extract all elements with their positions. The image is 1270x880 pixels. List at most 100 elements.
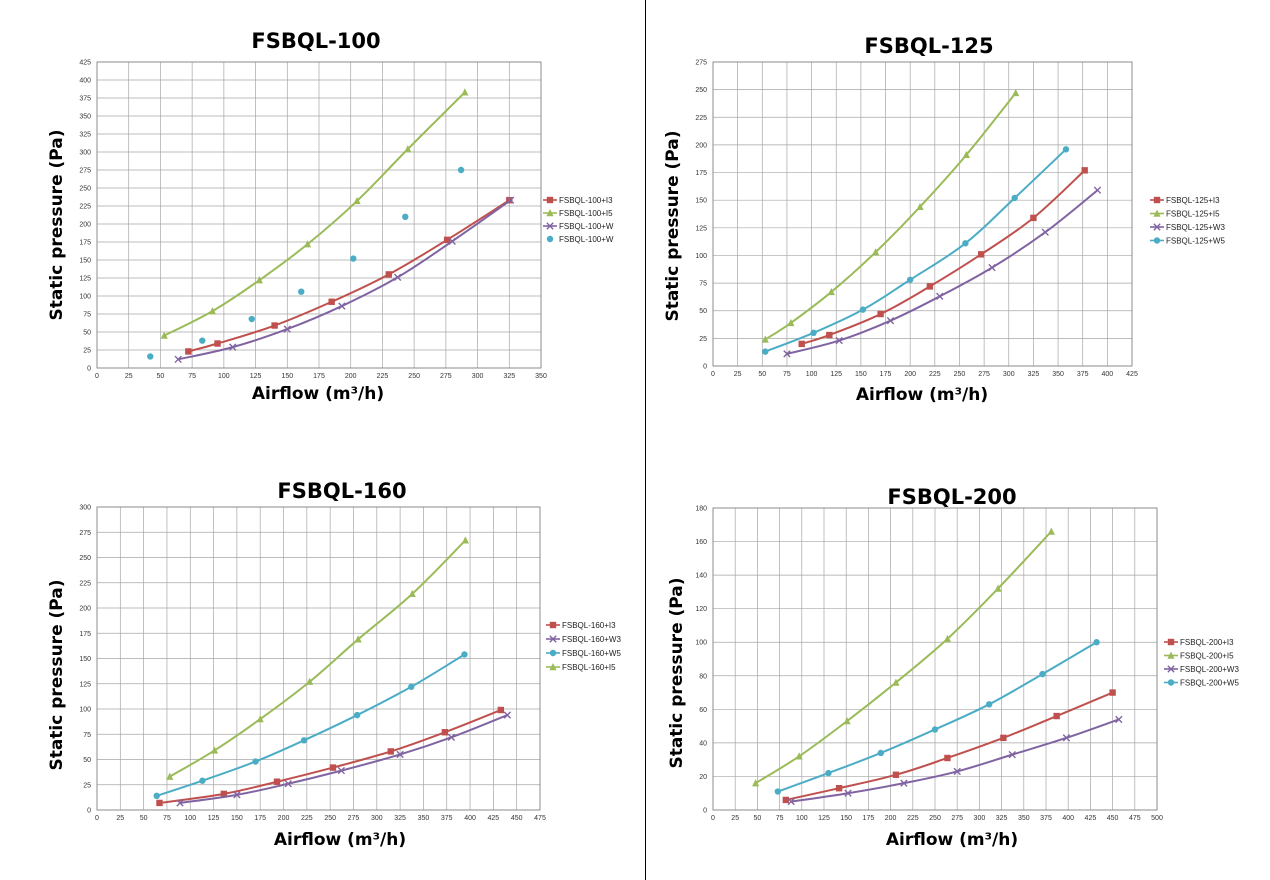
x-tick-label: 150 (840, 815, 852, 822)
x-tick-label: 100 (796, 815, 808, 822)
legend-entry: FSBQL-125+I3 (1150, 196, 1220, 205)
data-point (306, 677, 314, 685)
series-I3 (798, 167, 1088, 348)
chart-title: FSBQL-125 (864, 34, 993, 58)
legend-marker (546, 196, 554, 204)
y-tick-label: 0 (703, 808, 707, 815)
data-point (166, 772, 174, 780)
y-tick-label: 400 (79, 78, 91, 85)
y-tick-label: 20 (699, 774, 707, 781)
y-tick-label: 50 (83, 330, 91, 337)
x-tick-label: 225 (377, 373, 389, 380)
y-tick-label: 275 (79, 168, 91, 175)
data-point (988, 263, 996, 272)
x-tick-label: 50 (754, 815, 762, 822)
data-point (153, 792, 160, 800)
series-W5 (153, 651, 468, 800)
y-axis-label: Static pressure (Pa) (47, 579, 67, 770)
x-tick-label: 450 (1107, 815, 1119, 822)
x-tick-label: 0 (711, 371, 715, 378)
legend-label: FSBQL-160+I5 (562, 663, 616, 672)
data-point (1109, 689, 1116, 696)
x-tick-label: 275 (440, 373, 452, 380)
x-tick-label: 275 (348, 815, 360, 822)
data-point (393, 273, 402, 281)
x-tick-label: 325 (503, 373, 515, 380)
y-tick-label: 125 (79, 276, 91, 283)
y-tick-label: 275 (695, 60, 707, 67)
data-point (877, 749, 885, 757)
data-point (284, 780, 292, 788)
data-point (1093, 639, 1100, 646)
data-point (353, 196, 361, 205)
series-W5 (762, 146, 1070, 355)
x-axis-label: Airflow (m³/h) (274, 830, 406, 850)
y-tick-label: 175 (695, 170, 707, 177)
data-point (926, 283, 934, 290)
legend-entry: FSBQL-160+W3 (546, 635, 621, 644)
x-tick-label: 100 (806, 371, 818, 378)
legend-marker (1167, 638, 1175, 646)
data-point (1062, 146, 1070, 153)
x-tick-label: 125 (830, 371, 842, 378)
data-point (977, 251, 985, 258)
y-tick-label: 0 (87, 366, 91, 373)
x-tick-label: 300 (472, 373, 484, 380)
legend-entry: FSBQL-160+I5 (546, 663, 616, 672)
data-point (447, 733, 456, 741)
y-tick-label: 150 (79, 656, 91, 663)
data-point (872, 248, 880, 256)
data-point (1053, 712, 1060, 720)
x-tick-label: 200 (345, 373, 357, 380)
y-tick-label: 250 (79, 186, 91, 193)
legend-label: FSBQL-100+W (559, 235, 614, 244)
data-point (220, 790, 228, 798)
data-point (1000, 734, 1007, 742)
x-tick-label: 125 (250, 373, 262, 380)
plot-frame (712, 61, 1133, 367)
y-tick-label: 375 (79, 96, 91, 103)
plot-frame (96, 506, 541, 811)
legend-entry: FSBQL-160+W5 (546, 649, 621, 658)
x-tick-label: 350 (1052, 371, 1064, 378)
data-point (408, 589, 416, 598)
legend-label: FSBQL-125+W3 (1166, 223, 1225, 232)
y-tick-label: 225 (79, 204, 91, 211)
legend-marker (546, 222, 554, 230)
data-point (1041, 228, 1049, 236)
x-tick-label: 175 (254, 815, 266, 822)
data-point (160, 331, 168, 339)
legend-entry: FSBQL-100+W (543, 222, 614, 231)
x-tick-label: 375 (1077, 371, 1089, 378)
x-tick-label: 150 (231, 815, 243, 822)
data-point (256, 715, 264, 723)
x-tick-label: 175 (880, 371, 892, 378)
y-tick-label: 225 (695, 115, 707, 122)
x-tick-label: 350 (535, 373, 547, 380)
x-tick-label: 25 (731, 815, 739, 822)
data-point (461, 88, 469, 96)
legend-label: FSBQL-100+I5 (559, 209, 613, 218)
data-point (443, 236, 451, 244)
y-tick-label: 60 (699, 707, 707, 714)
series-W5 (147, 166, 465, 360)
x-tick-label: 275 (978, 371, 990, 378)
series-I5 (761, 88, 1020, 343)
chart-2: 0 25 50 75 100 125 150 175 200 225 250 275 300 325 350… (663, 34, 1225, 405)
series-W3 (174, 196, 515, 364)
data-point (1008, 750, 1016, 759)
y-tick-label: 125 (79, 681, 91, 688)
y-tick-label: 0 (87, 808, 91, 815)
x-tick-label: 425 (1085, 815, 1097, 822)
data-point (944, 754, 951, 762)
data-point (273, 778, 281, 785)
series-W3 (176, 711, 512, 807)
data-point (962, 240, 969, 247)
x-axis-label: Airflow (m³/h) (252, 384, 384, 404)
chart-title: FSBQL-160 (277, 479, 406, 503)
x-tick-label: 0 (95, 815, 99, 822)
data-point (886, 316, 895, 325)
data-point (461, 651, 468, 658)
x-tick-label: 350 (1018, 815, 1030, 822)
